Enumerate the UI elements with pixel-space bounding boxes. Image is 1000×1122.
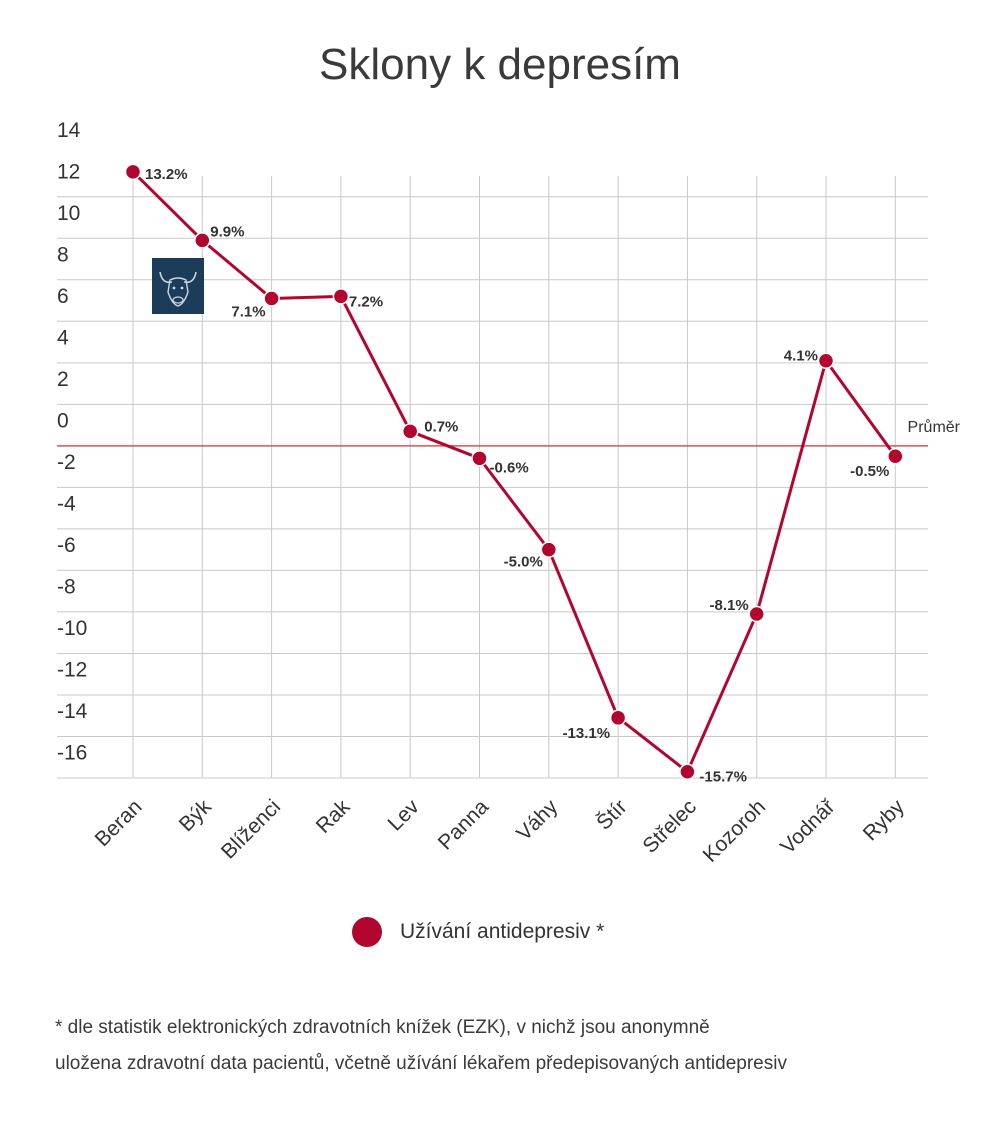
y-tick-label: -4 xyxy=(57,492,76,515)
data-point xyxy=(609,709,627,727)
y-tick-label: -6 xyxy=(57,534,76,557)
data-point xyxy=(471,450,488,467)
x-tick-label: Kozoroh xyxy=(699,795,771,867)
data-point xyxy=(124,163,142,181)
data-point xyxy=(887,447,904,465)
y-tick-label: 8 xyxy=(57,243,69,266)
reference-line-label: Průměr xyxy=(908,418,961,436)
x-tick-label: Štír xyxy=(592,795,631,834)
legend-marker xyxy=(352,917,382,947)
y-tick-label: 6 xyxy=(57,285,69,308)
y-tick-label: -8 xyxy=(57,575,76,598)
data-label: 9.9% xyxy=(210,223,244,240)
data-point xyxy=(540,541,558,558)
y-tick-label: 2 xyxy=(57,368,69,391)
data-label: -15.7% xyxy=(699,769,747,786)
footnote: * dle statistik elektronických zdravotní… xyxy=(55,1010,985,1082)
data-point xyxy=(401,423,419,440)
y-tick-label: 12 xyxy=(57,160,80,183)
x-tick-label: Váhy xyxy=(512,795,562,845)
footnote-line-1: * dle statistik elektronických zdravotní… xyxy=(55,1017,710,1038)
x-tick-label: Panna xyxy=(434,795,493,854)
y-tick-label: -2 xyxy=(57,451,76,474)
data-label: -13.1% xyxy=(563,725,611,742)
legend-label: Užívání antidepresiv * xyxy=(400,920,605,943)
y-tick-label: 4 xyxy=(57,326,69,349)
data-label: -5.0% xyxy=(504,554,543,571)
data-label: -0.5% xyxy=(850,463,889,480)
series-line xyxy=(131,170,897,774)
x-tick-label: Blíženci xyxy=(217,795,285,863)
y-tick-label: -12 xyxy=(57,659,87,682)
data-point xyxy=(332,288,350,305)
y-tick-label: -10 xyxy=(57,617,87,640)
data-label: 13.2% xyxy=(145,166,188,183)
data-label: 4.1% xyxy=(784,348,818,365)
y-tick-label: -14 xyxy=(57,700,88,723)
x-tick-label: Lev xyxy=(384,795,425,836)
bull-icon xyxy=(152,258,204,314)
data-label: -0.6% xyxy=(490,459,529,476)
x-tick-label: Rak xyxy=(312,795,355,838)
data-label: -8.1% xyxy=(710,597,749,614)
data-label: 0.7% xyxy=(424,418,458,435)
x-tick-label: Ryby xyxy=(859,795,909,845)
y-tick-label: 10 xyxy=(57,202,80,225)
data-label: 7.1% xyxy=(231,303,265,320)
x-tick-label: Střelec xyxy=(638,795,700,857)
x-tick-label: Vodnář xyxy=(776,795,840,859)
footnote-line-2: uložena zdravotní data pacientů, včetně … xyxy=(55,1053,787,1074)
x-tick-label: Býk xyxy=(175,795,216,836)
data-point xyxy=(263,290,280,307)
line-chart: 14 12 10 8 6 4 2 0 -2 -4 -6 -8 -10 -12 -14 -16 Průměr 13.… xyxy=(57,119,961,867)
data-label: 7.2% xyxy=(349,293,383,310)
legend: Užívání antidepresiv * xyxy=(352,914,604,950)
data-point xyxy=(194,232,211,249)
data-point xyxy=(817,352,835,370)
data-point xyxy=(748,605,765,623)
y-tick-label: 14 xyxy=(57,119,81,142)
x-tick-label: Beran xyxy=(91,795,147,851)
data-point xyxy=(679,763,696,781)
y-tick-label: 0 xyxy=(57,409,69,432)
y-tick-label: -16 xyxy=(57,742,87,765)
chart-title: Sklony k depresím xyxy=(319,40,681,89)
